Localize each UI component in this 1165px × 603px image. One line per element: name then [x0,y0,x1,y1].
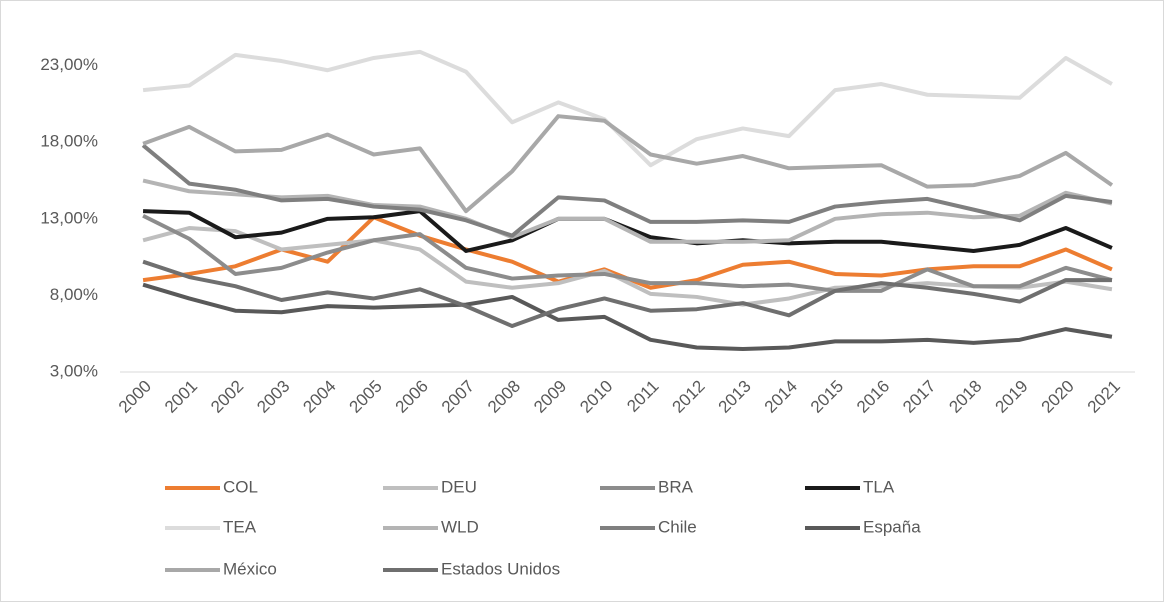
y-tick-label: 13,00% [40,208,98,227]
series-line [142,49,1113,168]
legend-label: España [863,517,921,536]
series-line [142,178,1113,244]
series-line [143,209,1113,253]
legend-label: WLD [441,517,479,536]
legend-label: Chile [658,517,697,536]
legend-label: DEU [441,477,477,496]
y-tick-label: 8,00% [50,285,98,304]
legend-label: COL [223,477,258,496]
legend-label: BRA [658,477,694,496]
legend-label: TEA [223,517,257,536]
legend-label: México [223,559,277,578]
series-line [142,282,1113,352]
y-tick-label: 18,00% [40,132,98,151]
series-line [142,213,1113,293]
legend-label: Estados Unidos [441,559,560,578]
y-tick-label: 3,00% [50,361,98,380]
series-line [141,143,1113,238]
series-line [142,226,1113,307]
series-line [142,114,1114,214]
legend-label: TLA [863,477,895,496]
series-line [142,259,1112,329]
y-tick-label: 23,00% [40,55,98,74]
